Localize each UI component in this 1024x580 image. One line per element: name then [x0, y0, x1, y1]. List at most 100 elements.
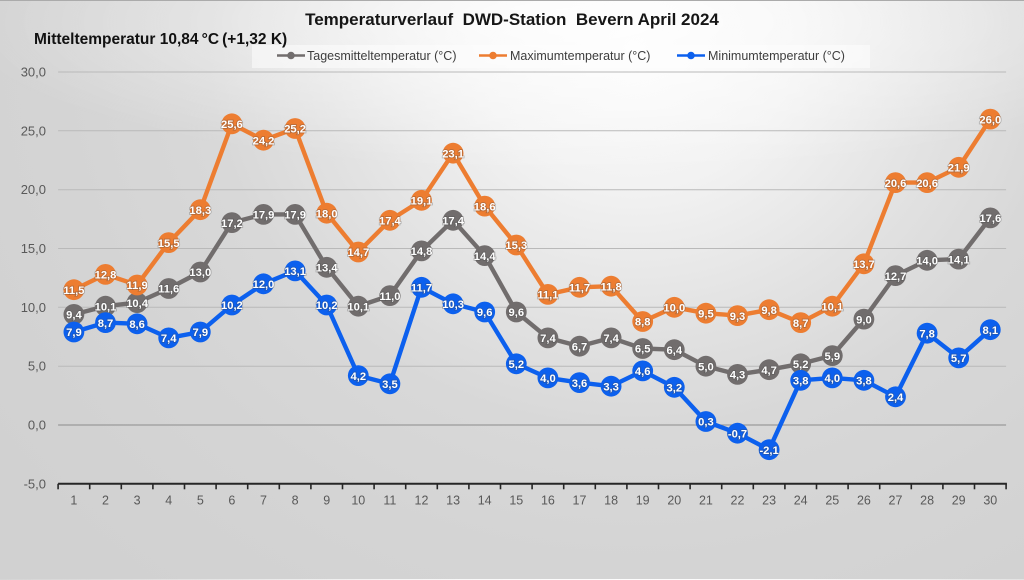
svg-text:5: 5	[197, 493, 204, 507]
svg-text:24,2: 24,2	[253, 135, 275, 147]
svg-text:9: 9	[323, 493, 330, 507]
svg-text:9,6: 9,6	[477, 307, 493, 319]
svg-text:21: 21	[699, 493, 713, 507]
svg-text:4,6: 4,6	[635, 366, 651, 378]
svg-text:13,4: 13,4	[316, 263, 339, 275]
svg-text:6,7: 6,7	[572, 341, 588, 353]
svg-text:14,8: 14,8	[411, 246, 433, 258]
svg-text:5,7: 5,7	[951, 353, 967, 365]
svg-text:10: 10	[351, 493, 365, 507]
svg-text:4,3: 4,3	[730, 370, 746, 382]
svg-text:Tagesmitteltemperatur (°C): Tagesmitteltemperatur (°C)	[307, 49, 457, 63]
svg-text:10,4: 10,4	[126, 298, 149, 310]
svg-text:11,6: 11,6	[158, 284, 179, 296]
svg-text:11,7: 11,7	[569, 283, 590, 295]
svg-text:11,8: 11,8	[601, 281, 622, 293]
svg-text:29: 29	[952, 493, 966, 507]
svg-text:1: 1	[70, 493, 77, 507]
svg-text:4,7: 4,7	[761, 365, 777, 377]
svg-text:7,4: 7,4	[161, 333, 177, 345]
svg-text:9,3: 9,3	[730, 311, 746, 323]
svg-text:26: 26	[857, 493, 871, 507]
svg-text:22: 22	[731, 493, 745, 507]
svg-text:11,9: 11,9	[127, 280, 148, 292]
svg-text:14,0: 14,0	[916, 256, 938, 268]
svg-text:-5,0: -5,0	[24, 476, 46, 491]
svg-text:10,1: 10,1	[95, 301, 117, 313]
svg-text:7: 7	[260, 493, 267, 507]
svg-text:7,8: 7,8	[919, 328, 935, 340]
svg-text:11,0: 11,0	[379, 291, 400, 303]
svg-text:12: 12	[415, 493, 429, 507]
svg-text:10,3: 10,3	[442, 299, 464, 311]
svg-text:16: 16	[541, 493, 555, 507]
svg-text:5,0: 5,0	[28, 359, 46, 374]
svg-text:13,1: 13,1	[284, 266, 306, 278]
svg-text:18,0: 18,0	[316, 208, 338, 220]
svg-text:14: 14	[478, 493, 492, 507]
svg-text:3: 3	[134, 493, 141, 507]
svg-text:19,1: 19,1	[411, 196, 433, 208]
svg-text:17,2: 17,2	[221, 218, 243, 230]
svg-text:7,4: 7,4	[603, 333, 619, 345]
svg-text:17: 17	[573, 493, 587, 507]
svg-text:-0,7: -0,7	[728, 428, 747, 440]
svg-text:Minimumtemperatur (°C): Minimumtemperatur (°C)	[708, 49, 845, 63]
svg-text:12,7: 12,7	[885, 271, 907, 283]
svg-text:12,8: 12,8	[95, 270, 117, 282]
svg-text:12,0: 12,0	[253, 279, 275, 291]
svg-text:11,5: 11,5	[63, 285, 84, 297]
svg-text:20,0: 20,0	[21, 182, 46, 197]
svg-text:9,6: 9,6	[509, 307, 525, 319]
svg-text:3,2: 3,2	[667, 383, 683, 395]
svg-text:6,5: 6,5	[635, 344, 651, 356]
svg-text:8,1: 8,1	[983, 325, 999, 337]
svg-text:15,0: 15,0	[21, 241, 46, 256]
svg-text:21,9: 21,9	[948, 163, 970, 175]
svg-text:Maximumtemperatur (°C): Maximumtemperatur (°C)	[510, 49, 650, 63]
svg-text:0,0: 0,0	[28, 418, 46, 433]
svg-text:17,4: 17,4	[442, 216, 465, 228]
svg-text:3,6: 3,6	[572, 378, 588, 390]
svg-text:8,6: 8,6	[129, 319, 145, 331]
svg-text:6,4: 6,4	[667, 345, 683, 357]
svg-text:0,3: 0,3	[698, 417, 714, 429]
svg-text:2: 2	[102, 493, 109, 507]
svg-text:25,0: 25,0	[21, 123, 46, 138]
svg-text:25,2: 25,2	[284, 124, 306, 136]
svg-text:18,3: 18,3	[189, 205, 211, 217]
svg-text:4,0: 4,0	[540, 373, 556, 385]
svg-text:5,2: 5,2	[509, 359, 525, 371]
svg-text:17,9: 17,9	[253, 210, 275, 222]
svg-text:4,0: 4,0	[825, 373, 841, 385]
svg-text:10,2: 10,2	[316, 300, 338, 312]
svg-text:25: 25	[825, 493, 839, 507]
svg-text:18: 18	[604, 493, 618, 507]
svg-text:13,0: 13,0	[189, 267, 211, 279]
svg-text:15,3: 15,3	[505, 240, 527, 252]
svg-text:7,4: 7,4	[540, 333, 556, 345]
svg-text:10,0: 10,0	[21, 300, 46, 315]
svg-text:8,8: 8,8	[635, 317, 651, 329]
svg-text:19: 19	[636, 493, 650, 507]
svg-text:24: 24	[794, 493, 808, 507]
svg-text:25,6: 25,6	[221, 119, 243, 131]
svg-text:14,1: 14,1	[948, 254, 970, 266]
svg-text:11,1: 11,1	[537, 290, 558, 302]
svg-text:11: 11	[383, 493, 396, 507]
svg-text:23,1: 23,1	[442, 148, 464, 160]
svg-text:20,6: 20,6	[916, 178, 938, 190]
svg-text:30: 30	[983, 493, 997, 507]
svg-text:14,7: 14,7	[347, 247, 369, 259]
svg-text:3,8: 3,8	[856, 376, 872, 388]
svg-text:20: 20	[667, 493, 681, 507]
svg-text:8,7: 8,7	[793, 318, 809, 330]
svg-text:15: 15	[509, 493, 523, 507]
svg-text:4,2: 4,2	[351, 371, 367, 383]
svg-text:10,2: 10,2	[221, 300, 243, 312]
svg-text:3,5: 3,5	[382, 379, 398, 391]
svg-text:7,9: 7,9	[193, 327, 209, 339]
svg-text:15,5: 15,5	[158, 238, 180, 250]
svg-text:23: 23	[762, 493, 776, 507]
svg-text:9,0: 9,0	[856, 314, 872, 326]
